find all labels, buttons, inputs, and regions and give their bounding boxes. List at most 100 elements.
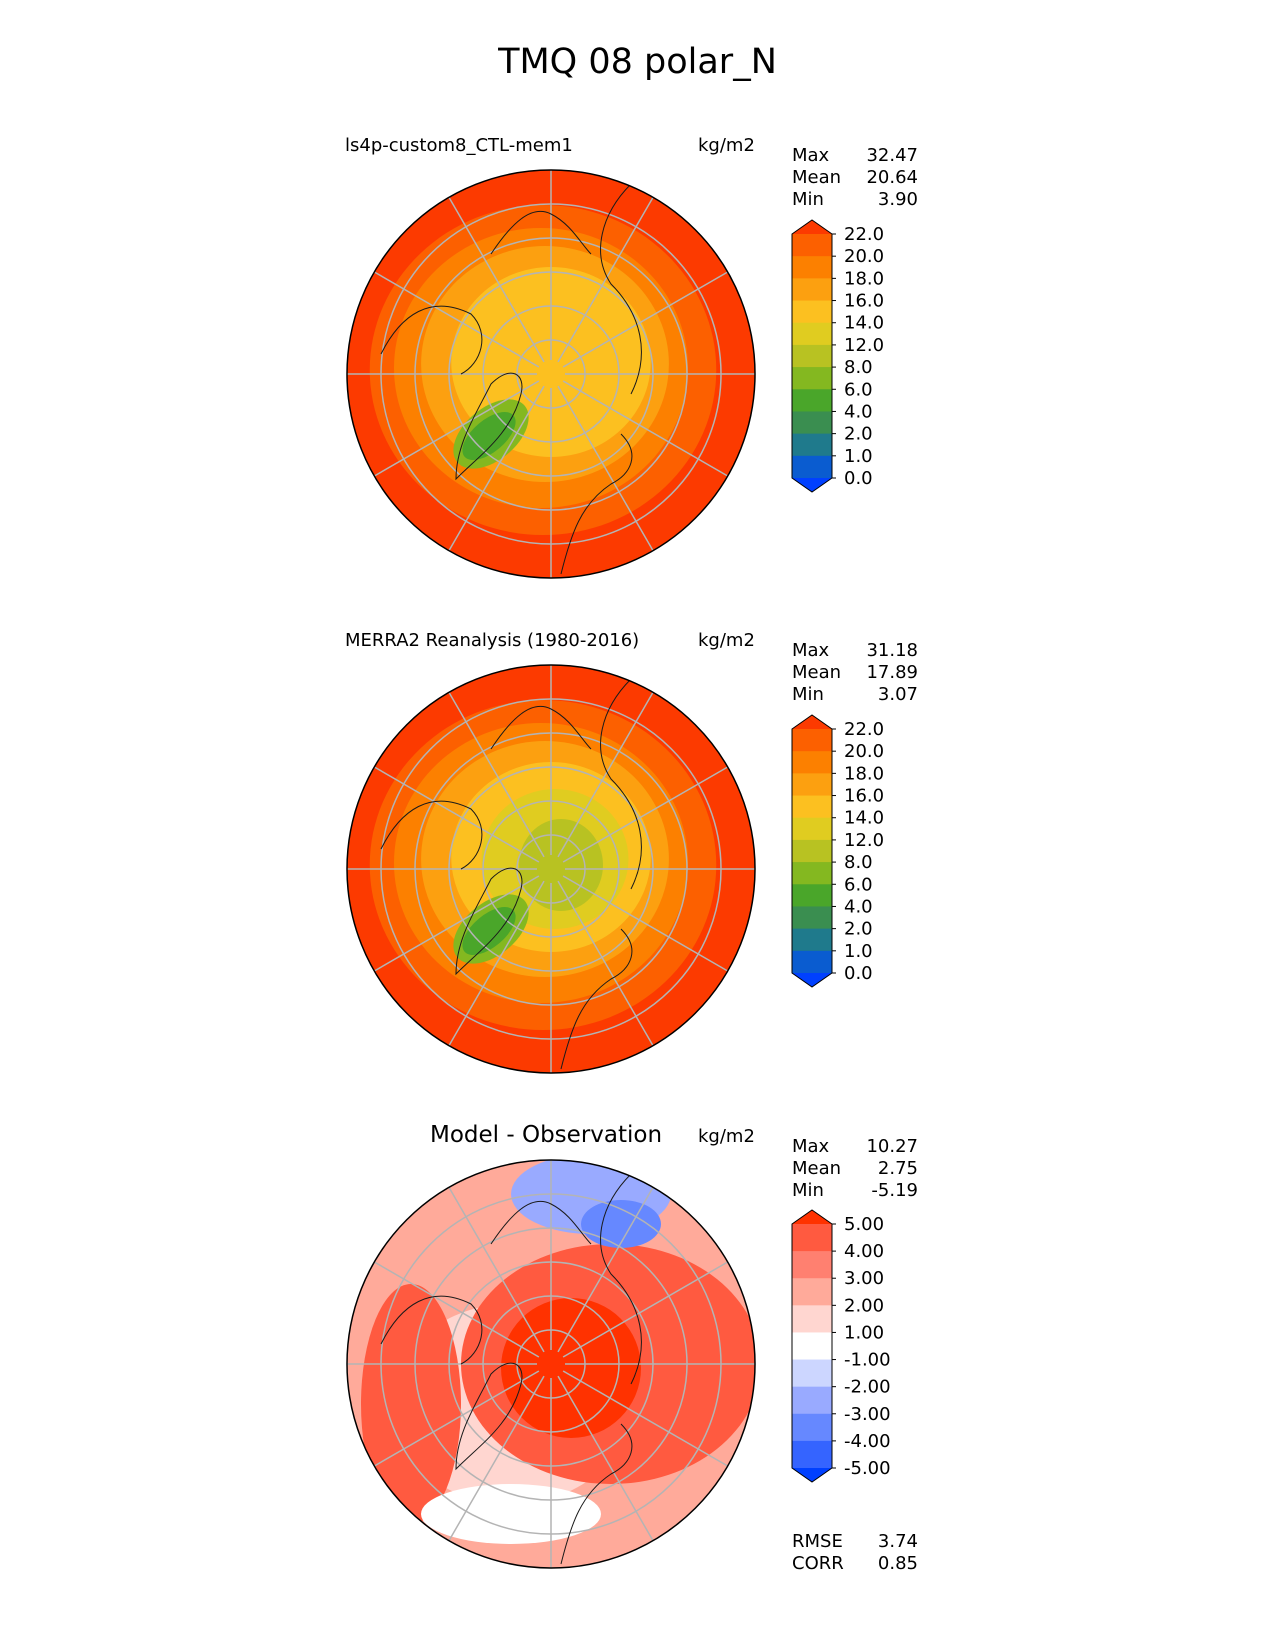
panel-1-colorbar-tick-label: 16.0: [844, 291, 884, 312]
panel-3-coastline-europe: [560, 1423, 633, 1565]
panel-1-max-value: 32.47: [866, 145, 918, 166]
panel-2-colorbar-segment: [792, 751, 832, 774]
panel-1-colorbar-tick-label: 4.0: [844, 401, 873, 422]
panel-1-colorbar-segment: [792, 344, 832, 368]
panel-2-colorbar-segment: [792, 795, 832, 819]
panel-3-colorbar-tick-label: -5.00: [844, 1458, 891, 1479]
panel-2-max-value: 31.18: [866, 640, 918, 661]
panel-1-min-value: 3.90: [877, 189, 918, 210]
panel-1-colorbar-extend-bottom: [792, 478, 832, 492]
panel-3-field-band: [361, 1284, 461, 1524]
panel-1-meridian: [373, 380, 540, 477]
panel-2-meridian: [557, 691, 654, 858]
panel-2-colorbar-tick-label: 6.0: [844, 874, 873, 895]
panel-3-colorbar-segment: [792, 1332, 832, 1361]
panel-3-rmse-value: 3.74: [877, 1531, 918, 1552]
panel-3-colorbar-tick-label: 5.00: [844, 1214, 884, 1235]
panel-3-max-value: 10.27: [866, 1136, 918, 1157]
panel-2-colorbar-tick-label: 14.0: [844, 808, 884, 829]
panel-3-coastline-alaska: [490, 1200, 592, 1245]
panel-1-min-label: Min: [792, 189, 824, 210]
panel-3-colorbar-segment: [792, 1251, 832, 1279]
panel-3-coastline-siberia: [600, 1173, 642, 1385]
panel-1-meridian: [448, 196, 545, 363]
panel-2-meridian: [448, 691, 545, 858]
panel-1-colorbar-tick-label: 0.0: [844, 468, 873, 489]
panel-3-colorbar-tick-label: -3.00: [844, 1404, 891, 1425]
panel-1-colorbar-tick-label: 20.0: [844, 246, 884, 267]
panel-3-field-core: [501, 1298, 641, 1438]
panel-1-title: ls4p-custom8_CTL-mem1: [345, 135, 573, 156]
panel-3-colorbar-segment: [792, 1440, 832, 1469]
panel-3-coastline-canada: [380, 1295, 483, 1365]
panel-1-meridian: [373, 271, 540, 368]
panel-1-colorbar-tick-label: 1.0: [844, 446, 873, 467]
panel-2-coastline-canada: [380, 800, 483, 870]
panel-2-coastline-siberia: [600, 678, 642, 890]
panel-1-meridian: [562, 271, 729, 368]
panel-2-colorbar-segment: [792, 839, 832, 863]
panel-2-colorbar-tick-label: 22.0: [844, 719, 884, 740]
panel-1-units: kg/m2: [698, 135, 755, 156]
panel-1-colorbar-tick-label: 18.0: [844, 268, 884, 289]
panel-2-colorbar-segment: [792, 773, 832, 797]
panel-1-coastline-alaska: [490, 210, 592, 255]
panel-2-colorbar: 0.01.02.04.06.08.012.014.016.018.020.022…: [791, 714, 884, 988]
panel-3-coastline-greenland: [455, 1362, 523, 1471]
panel-2-colorbar-tick-label: 12.0: [844, 830, 884, 851]
panel-2-meridian: [557, 880, 654, 1047]
panel-2-colorbar-segment: [792, 862, 832, 885]
panel-2-mean-value: 17.89: [866, 662, 918, 683]
panel-1-colorbar-segment: [792, 433, 832, 457]
panel-3-colorbar-segment: [792, 1278, 832, 1306]
panel-2-colorbar-tick-label: 2.0: [844, 919, 873, 940]
panel-2-coastline-greenland: [455, 867, 523, 976]
panel-3-max-label: Max: [792, 1136, 830, 1157]
panel-1-mean-label: Mean: [792, 167, 842, 188]
panel-2-colorbar-segment: [792, 817, 832, 841]
panel-2-min-label: Min: [792, 684, 824, 705]
panel-2-greenland-core: [462, 907, 516, 955]
panel-2-colorbar-tick-label: 0.0: [844, 963, 873, 984]
panel-1-colorbar-segment: [792, 389, 832, 412]
panel-3-polar-map: [346, 1159, 756, 1569]
panel-1-map-border: [346, 169, 756, 579]
panel-3-rmse-label: RMSE: [792, 1531, 843, 1552]
panel-2-colorbar-segment: [792, 884, 832, 907]
panel-3-mean-label: Mean: [792, 1158, 842, 1179]
panel-1-max-label: Max: [792, 145, 830, 166]
panel-3-field-negative: [581, 1200, 661, 1248]
panel-2-max-label: Max: [792, 640, 830, 661]
panel-3-colorbar-segment: [792, 1224, 832, 1252]
panel-3-colorbar-tick-label: -4.00: [844, 1431, 891, 1452]
panel-1-meridian: [448, 385, 545, 552]
panel-1-meridian: [562, 380, 729, 477]
panel-3-colorbar-tick-label: 3.00: [844, 1268, 884, 1289]
panel-1-colorbar-segment: [792, 256, 832, 279]
panel-3-colorbar-segment: [792, 1359, 832, 1388]
panel-1-meridian: [557, 196, 654, 363]
panel-3-meridian: [448, 1375, 545, 1542]
panel-2-colorbar-tick-label: 8.0: [844, 852, 873, 873]
panel-2-meridian: [562, 766, 729, 863]
panel-2-min-value: 3.07: [877, 684, 918, 705]
panel-3-colorbar-segment: [792, 1386, 832, 1415]
panel-2-colorbar-tick-label: 20.0: [844, 741, 884, 762]
panel-3-meridian: [557, 1186, 654, 1353]
panel-3-meridian: [373, 1261, 540, 1358]
panel-2-colorbar-segment: [792, 928, 832, 952]
panel-1-colorbar-tick-label: 14.0: [844, 313, 884, 334]
panel-1-colorbar-tick-label: 12.0: [844, 335, 884, 356]
panel-2-polar-map: [346, 664, 756, 1074]
panel-1-colorbar-tick-label: 8.0: [844, 357, 873, 378]
panel-3-colorbar-tick-label: -1.00: [844, 1350, 891, 1371]
panel-3-corr-label: CORR: [792, 1553, 844, 1574]
panel-3-colorbar-extend-top: [792, 1210, 832, 1224]
panel-3-min-value: -5.19: [871, 1180, 918, 1201]
panel-3-colorbar-tick-label: 1.00: [844, 1322, 884, 1343]
panel-1-coastline-siberia: [600, 183, 642, 395]
figure-title: TMQ 08 polar_N: [498, 42, 777, 82]
panel-2-meridian: [448, 880, 545, 1047]
panel-1-polar-map: [346, 169, 756, 579]
panel-3-corr-value: 0.85: [877, 1553, 918, 1574]
